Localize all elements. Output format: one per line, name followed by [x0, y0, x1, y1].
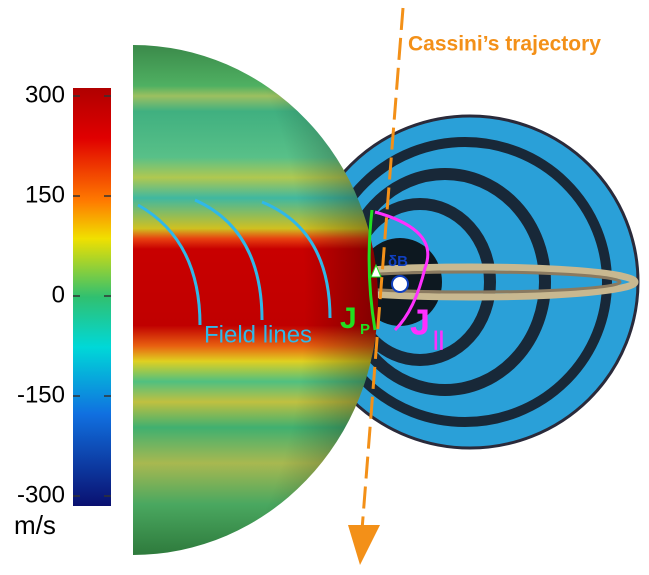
trajectory-label: Cassini’s trajectory: [408, 33, 601, 56]
colorbar: 300 150 0 -150 -300: [17, 81, 111, 508]
trajectory-arrow: [348, 525, 380, 565]
db-symbol: [392, 276, 408, 292]
colorbar-tick-label: -150: [17, 381, 65, 408]
jp-sub: P: [360, 321, 370, 338]
colorbar-tick-label: 150: [25, 181, 65, 208]
colorbar-tick-label: 300: [25, 81, 65, 108]
colorbar-fill: [73, 88, 111, 506]
colorbar-unit: m/s: [14, 510, 56, 540]
colorbar-tick-label: -300: [17, 481, 65, 508]
jp-label: J: [340, 302, 357, 335]
jpar-sub: ||: [433, 328, 444, 350]
db-label: δB: [388, 253, 408, 270]
figure: Field lines δB J P J || Cassini’s trajec…: [0, 0, 649, 575]
page: Field lines δB J P J || Cassini’s trajec…: [0, 0, 649, 575]
jpar-label: J: [410, 302, 430, 343]
field-lines-label: Field lines: [204, 321, 312, 348]
planet-shade: [133, 45, 378, 555]
colorbar-tick-label: 0: [52, 281, 65, 308]
